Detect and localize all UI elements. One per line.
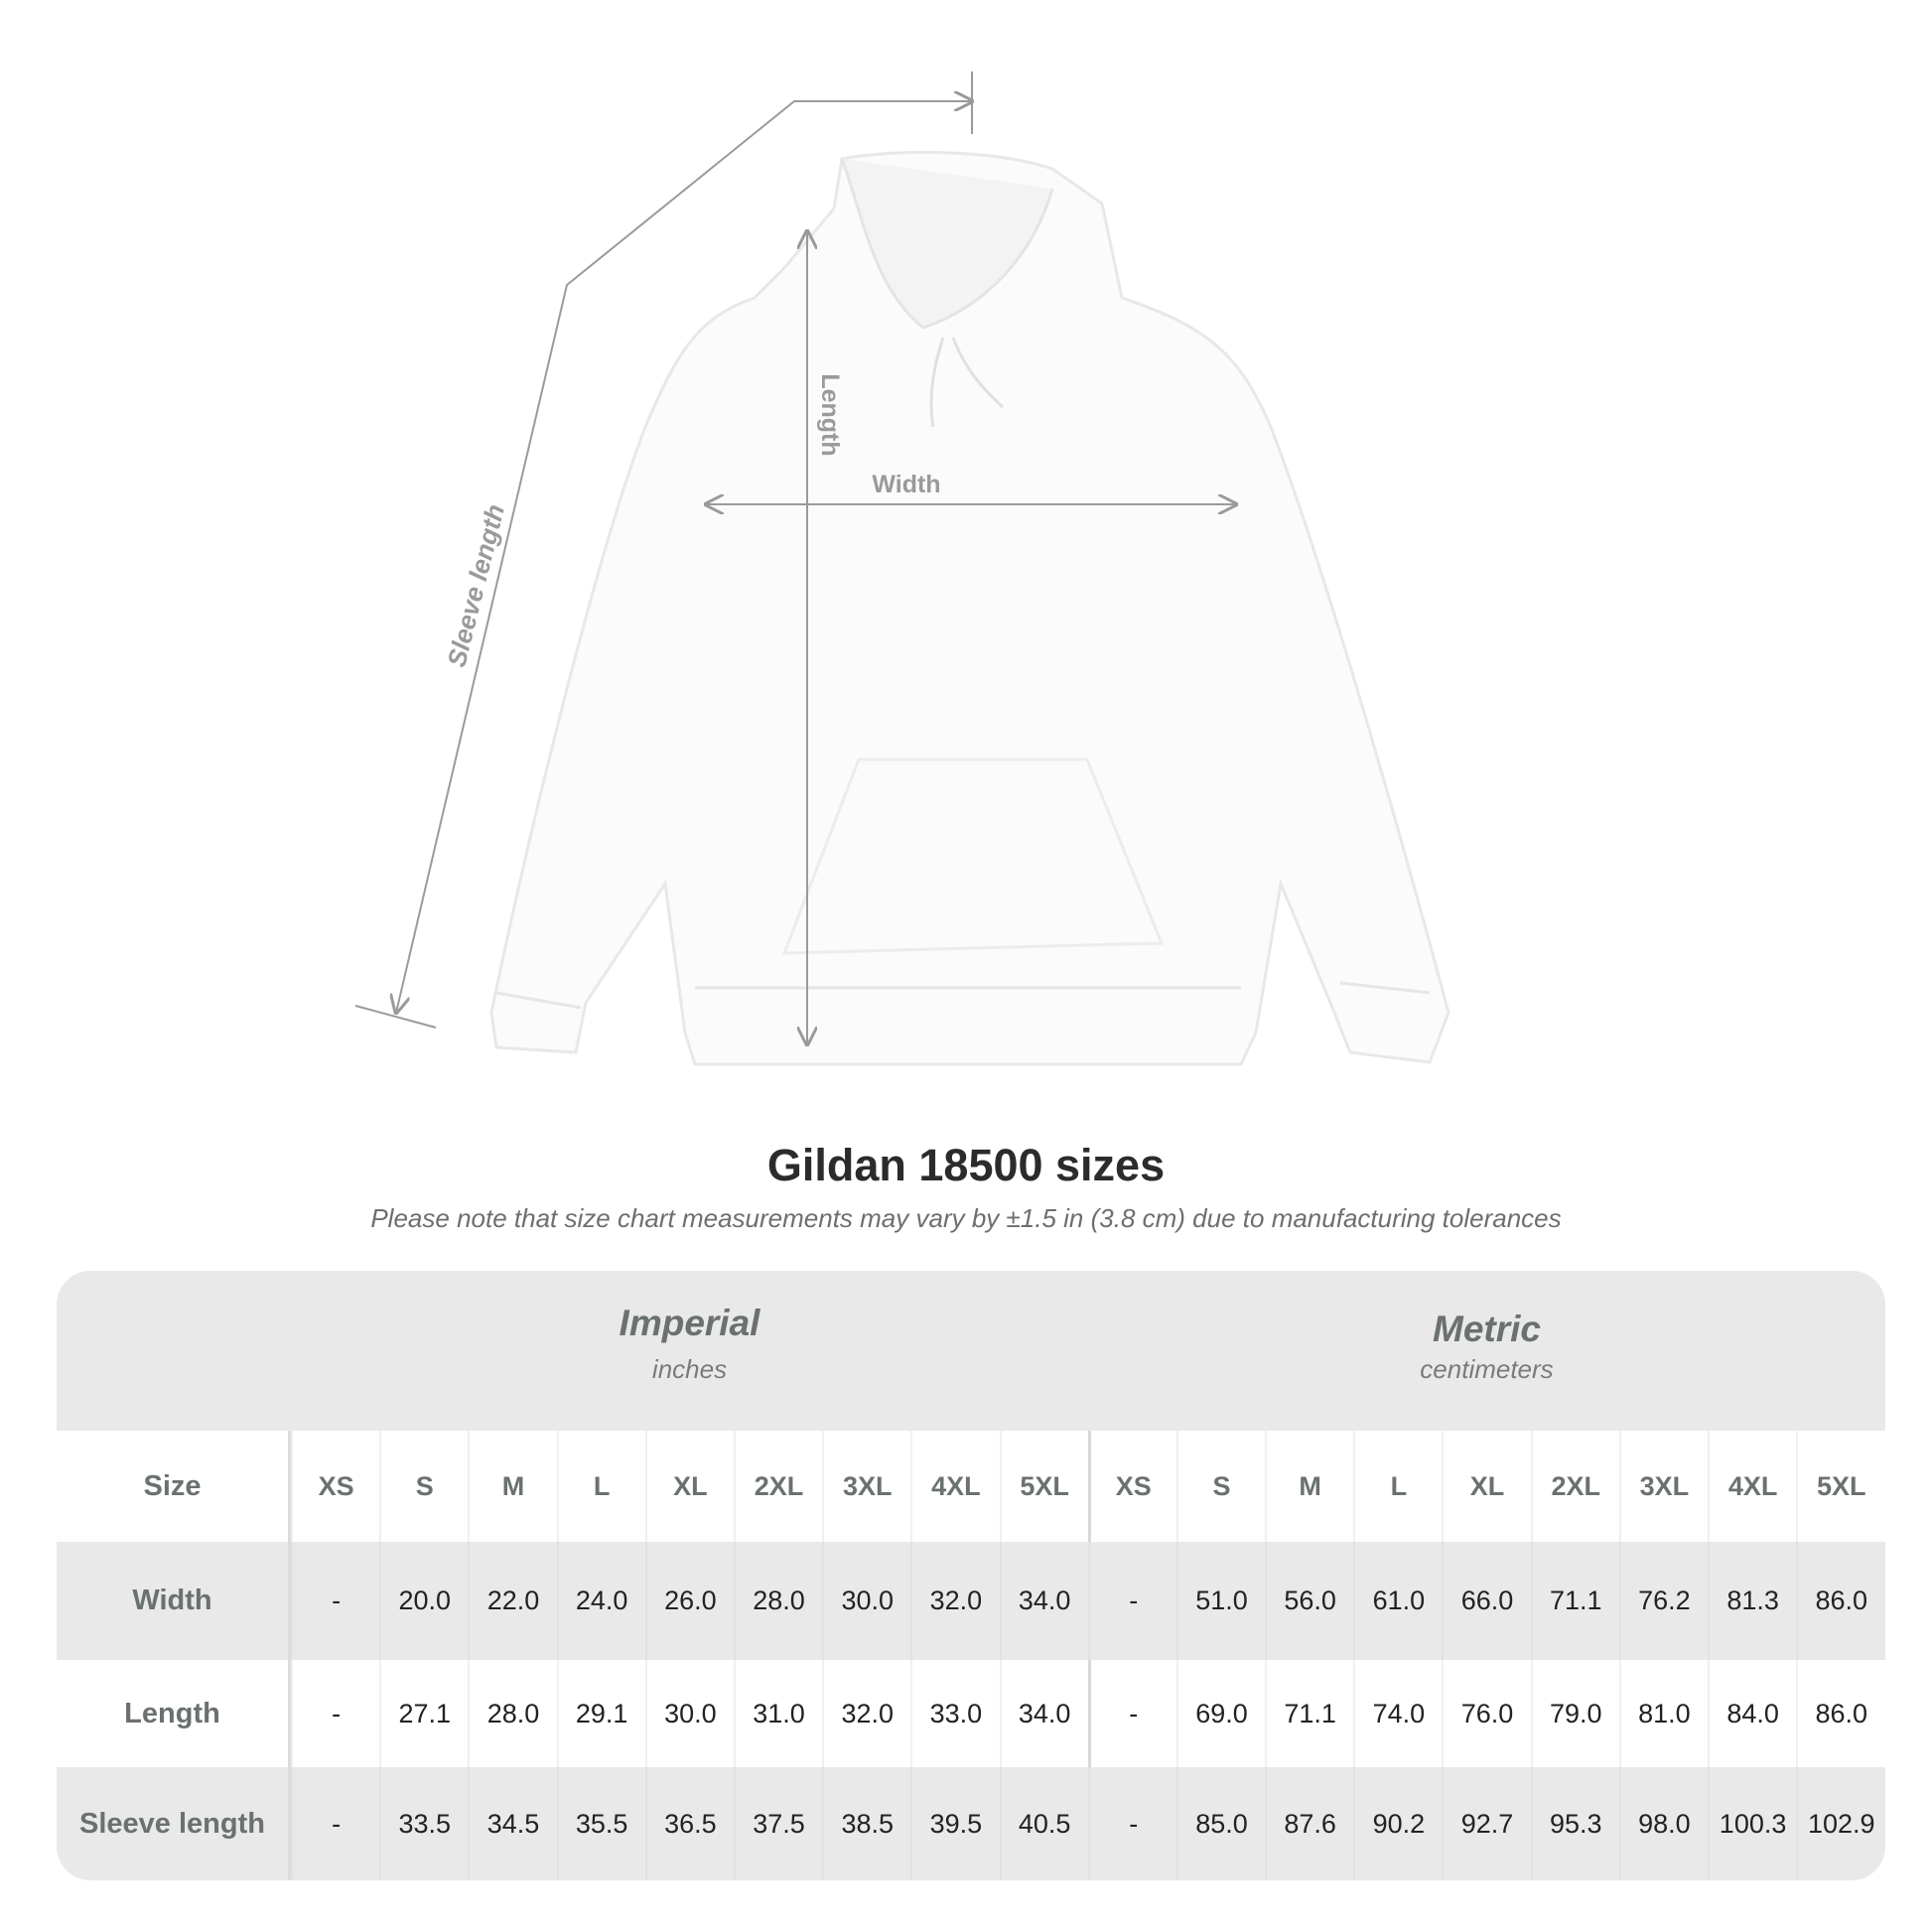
row-label: Sleeve length (57, 1767, 291, 1880)
table-cell: - (1087, 1660, 1176, 1767)
row-label: Length (57, 1660, 291, 1767)
width-label: Width (872, 471, 940, 498)
table-cell: 35.5 (556, 1767, 645, 1880)
table-cell: 32.0 (910, 1542, 999, 1660)
table-cell: - (1087, 1542, 1176, 1660)
table-cell: 28.0 (468, 1660, 556, 1767)
table-cell: 84.0 (1708, 1660, 1796, 1767)
table-cell: 95.3 (1530, 1767, 1619, 1880)
table-cell: 38.5 (822, 1767, 910, 1880)
table-cell: 37.5 (733, 1767, 822, 1880)
table-cell: 30.0 (644, 1660, 734, 1767)
table-cell: 34.0 (999, 1660, 1088, 1767)
table-cell: 34.0 (999, 1542, 1088, 1660)
sleeve-length-measure (354, 71, 972, 1029)
size-header-label: Size (57, 1431, 291, 1542)
table-cell: 27.1 (379, 1660, 468, 1767)
table-cell: 29.1 (556, 1660, 645, 1767)
table-cell: 86.0 (1796, 1660, 1884, 1767)
size-header-cell: S (379, 1431, 468, 1542)
size-header-cell: 4XL (910, 1431, 999, 1542)
table-cell: 36.5 (644, 1767, 734, 1880)
metric-title: Metric (1433, 1309, 1541, 1349)
size-header-cell: 5XL (1796, 1431, 1884, 1542)
size-header-cell: XL (1442, 1431, 1530, 1542)
table-row: Sleeve length -33.5 34.5 35.5 36.5 37.5 38.5 39… (57, 1767, 1885, 1880)
table-cell: 33.5 (379, 1767, 468, 1880)
size-header-cell: M (1265, 1431, 1353, 1542)
table-cell: 76.2 (1618, 1542, 1708, 1660)
imperial-title: Imperial (619, 1303, 760, 1343)
table-cell: 34.5 (468, 1767, 556, 1880)
table-cell: 20.0 (379, 1542, 468, 1660)
table-cell: 81.0 (1618, 1660, 1708, 1767)
table-cell: 102.9 (1796, 1767, 1884, 1880)
table-cell: 32.0 (822, 1660, 910, 1767)
size-header-cell: L (1353, 1431, 1442, 1542)
imperial-unit: inches (651, 1354, 728, 1384)
table-cell: 86.0 (1796, 1542, 1884, 1660)
table-cell: - (291, 1542, 379, 1660)
table-cell: 76.0 (1442, 1660, 1530, 1767)
table-cell: 79.0 (1530, 1660, 1619, 1767)
size-header-cell: XL (644, 1431, 734, 1542)
table-cell: 26.0 (644, 1542, 734, 1660)
table-cell: 39.5 (910, 1767, 999, 1880)
table-cell: 56.0 (1265, 1542, 1353, 1660)
table-cell: 69.0 (1175, 1660, 1265, 1767)
row-label: Width (57, 1542, 291, 1660)
size-header-cell: XS (1087, 1431, 1176, 1542)
table-cell: 98.0 (1618, 1767, 1708, 1880)
table-cell: 85.0 (1175, 1767, 1265, 1880)
table-cell: 30.0 (822, 1542, 910, 1660)
tolerance-note: Please note that size chart measurements… (370, 1203, 1562, 1233)
table-row: Width -20.0 22.0 24.0 26.0 28.0 30.0 32.0 34.0-5… (57, 1542, 1885, 1660)
table-cell: 40.5 (999, 1767, 1088, 1880)
metric-unit: centimeters (1420, 1354, 1554, 1384)
size-header-cell: M (468, 1431, 556, 1542)
hoodie-diagram: Length Width Sleeve length (354, 71, 1450, 1066)
size-header-cell: L (556, 1431, 645, 1542)
table-cell: 33.0 (910, 1660, 999, 1767)
table-cell: 100.3 (1708, 1767, 1796, 1880)
table-cell: 24.0 (556, 1542, 645, 1660)
table-cell: 51.0 (1175, 1542, 1265, 1660)
sleeve-length-label: Sleeve length (441, 501, 510, 670)
table-cell: 28.0 (733, 1542, 822, 1660)
table-cell: - (1087, 1767, 1176, 1880)
size-header-cell: 2XL (1530, 1431, 1619, 1542)
table-cell: 81.3 (1708, 1542, 1796, 1660)
size-header-cell: 3XL (822, 1431, 910, 1542)
table-cell: 31.0 (733, 1660, 822, 1767)
length-label: Length (816, 373, 844, 456)
size-header-cell: 4XL (1708, 1431, 1796, 1542)
size-header-cell: 5XL (999, 1431, 1088, 1542)
table-cell: 90.2 (1353, 1767, 1442, 1880)
table-cell: - (291, 1767, 379, 1880)
size-header-cell: XS (291, 1431, 379, 1542)
table-cell: 61.0 (1353, 1542, 1442, 1660)
page-title: Gildan 18500 sizes (766, 1140, 1166, 1190)
table-cell: 71.1 (1530, 1542, 1619, 1660)
unit-header: Imperial inches Metric centimeters (57, 1271, 1885, 1431)
table-cell: 87.6 (1265, 1767, 1353, 1880)
size-header-cell: 2XL (733, 1431, 822, 1542)
size-header-row: Size XS S M L XL 2XL 3XL 4XL 5XL XS S M L XL 2XL 3XL 4XL… (57, 1431, 1885, 1542)
table-cell: 22.0 (468, 1542, 556, 1660)
table-cell: - (291, 1660, 379, 1767)
metric-header: Metric centimeters (1088, 1309, 1885, 1385)
table-cell: 74.0 (1353, 1660, 1442, 1767)
size-header-cell: 3XL (1618, 1431, 1708, 1542)
table-cell: 92.7 (1442, 1767, 1530, 1880)
table-cell: 66.0 (1442, 1542, 1530, 1660)
hoodie-image (489, 150, 1450, 1066)
size-table: Imperial inches Metric centimeters Size … (57, 1271, 1885, 1880)
table-cell: 71.1 (1265, 1660, 1353, 1767)
size-header-cell: S (1175, 1431, 1265, 1542)
imperial-header: Imperial inches (291, 1303, 1088, 1385)
table-row: Length -27.1 28.0 29.1 30.0 31.0 32.0 33.0 34.0-… (57, 1660, 1885, 1767)
